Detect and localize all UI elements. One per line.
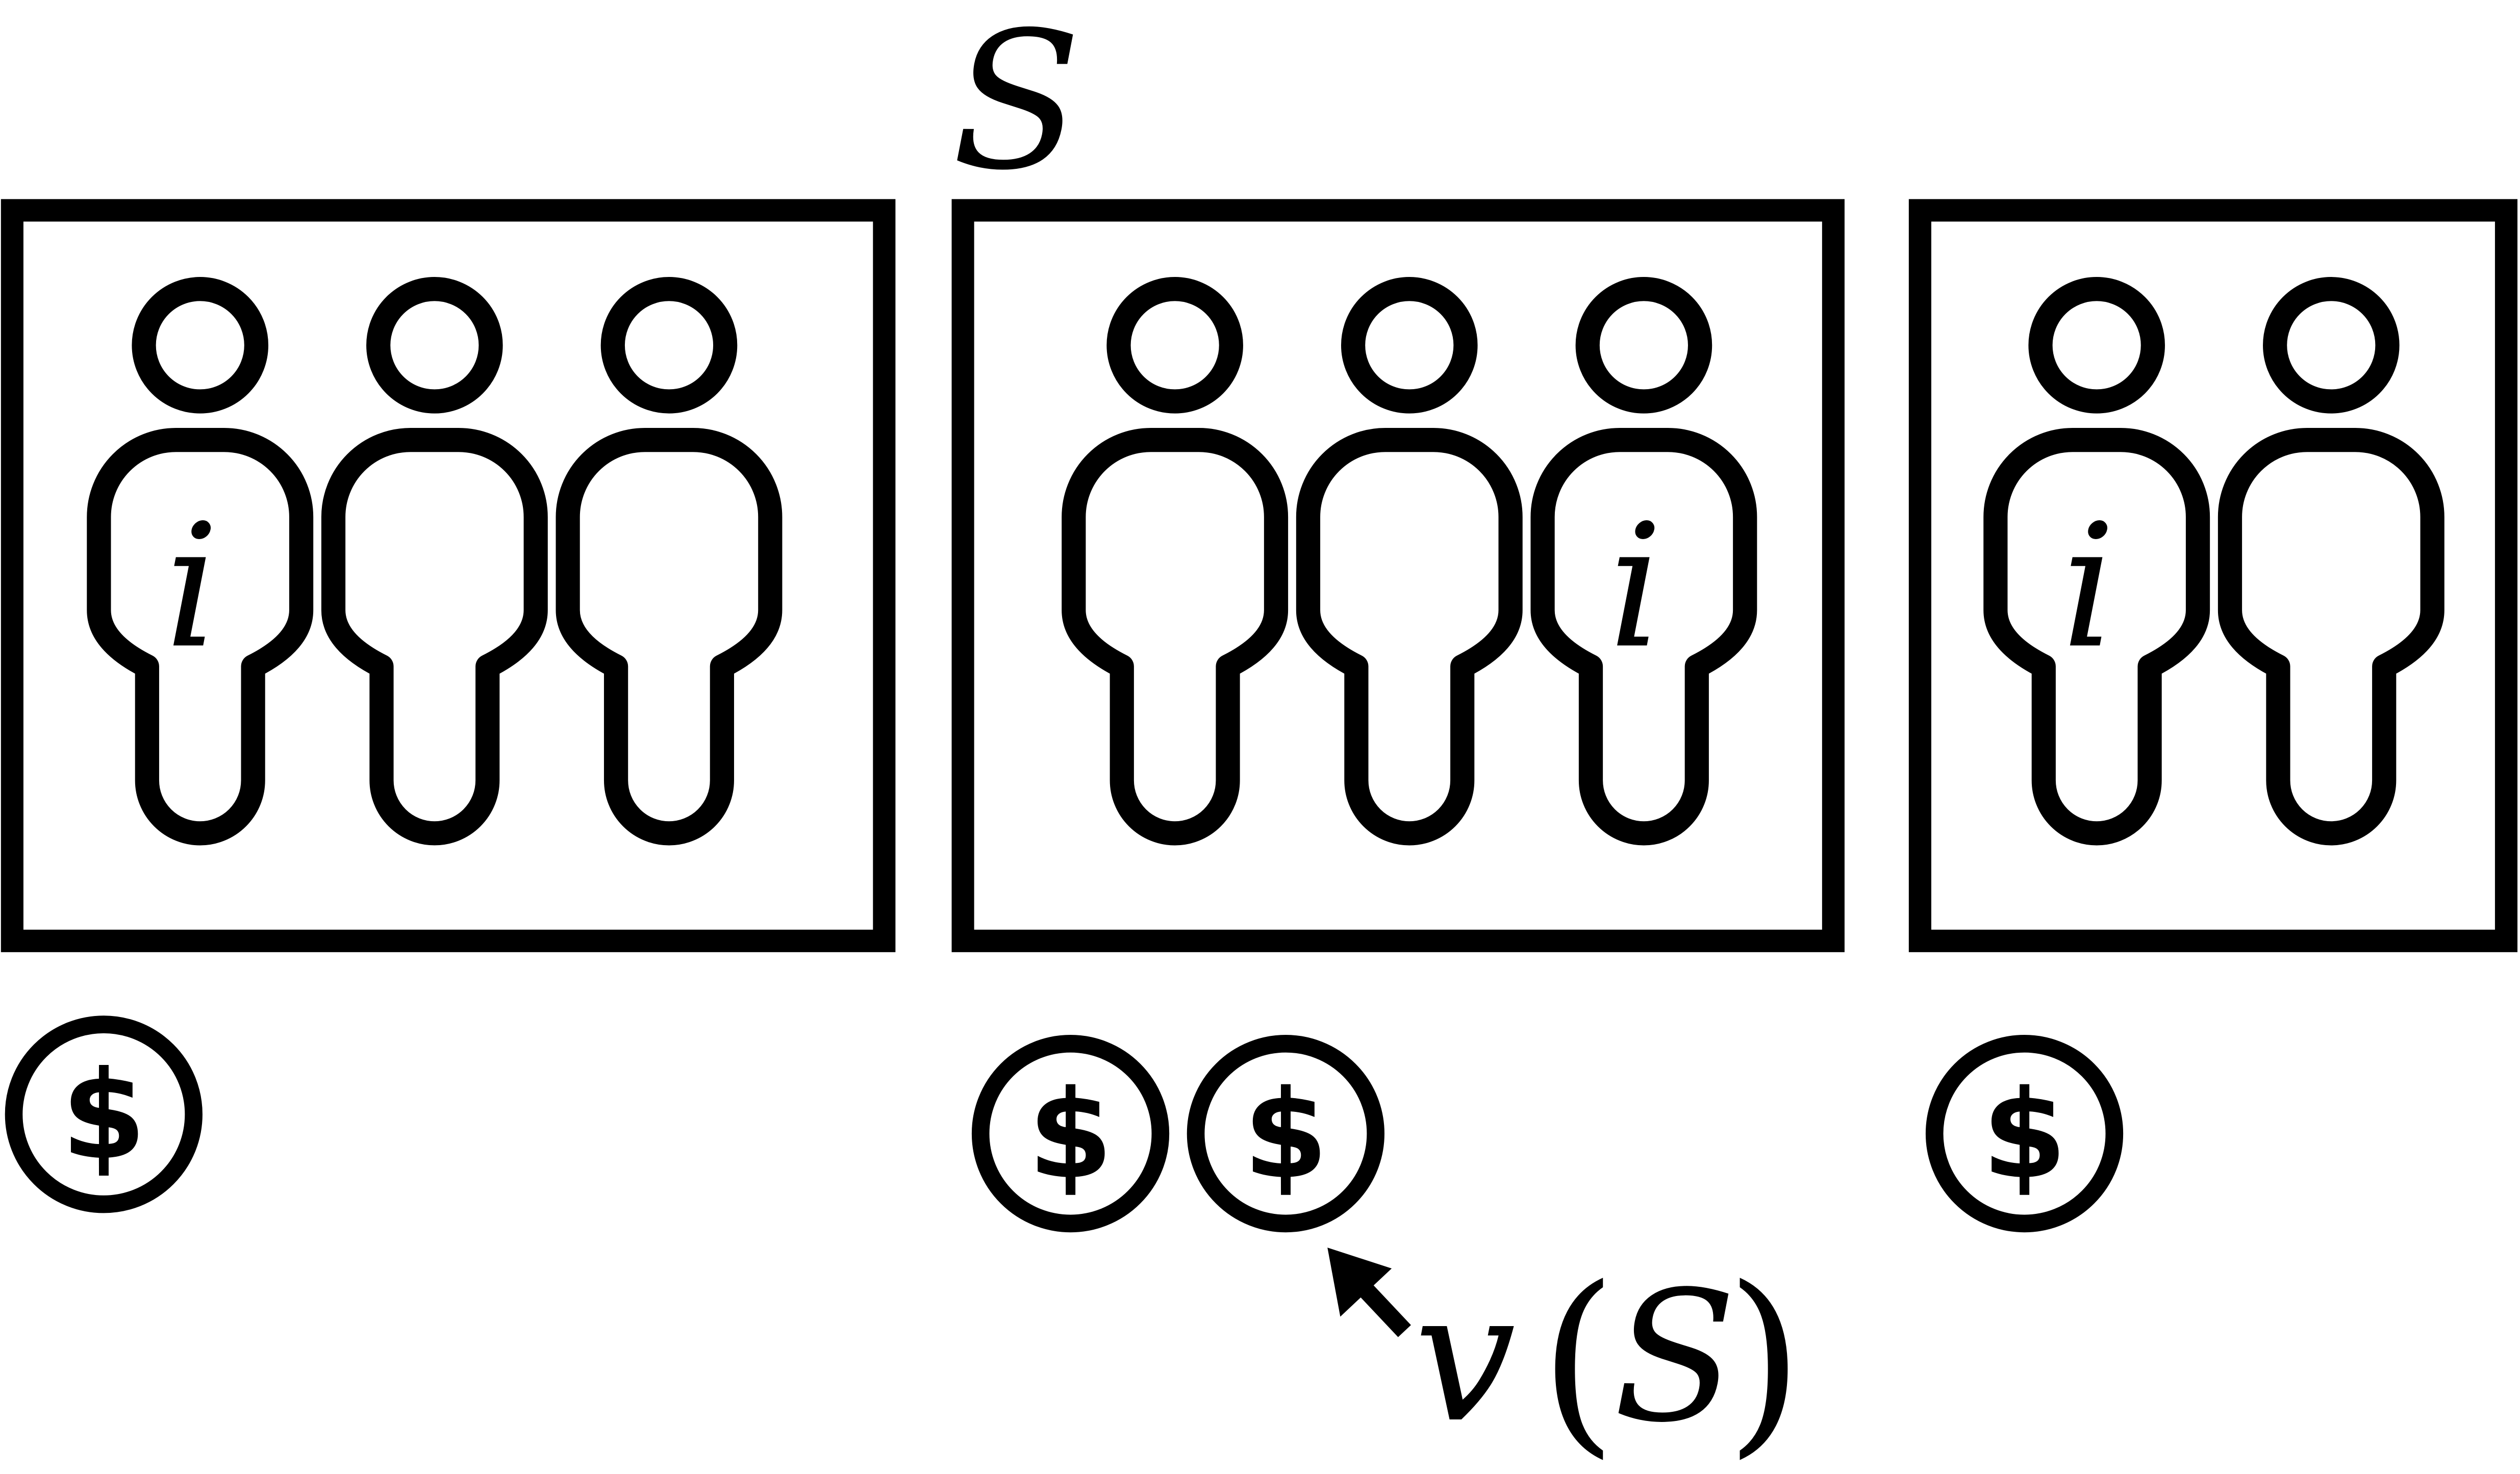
coalition-label: S (952, 0, 1082, 212)
value-open-paren: ( (1540, 1245, 1617, 1474)
person-marker-label: i (165, 488, 219, 686)
coin-symbol: $ (1028, 1064, 1113, 1206)
person-icon: i (87, 277, 314, 846)
person-icon: i (1983, 277, 2210, 846)
value-close-paren: ) (1726, 1245, 1803, 1474)
person-marker-label: i (1608, 488, 1663, 686)
value-arg: S (1614, 1253, 1737, 1462)
coin-symbol: $ (1243, 1064, 1328, 1206)
person-icon (2217, 277, 2445, 846)
coin-symbol: $ (61, 1045, 146, 1187)
coin-icon: $ (5, 1015, 203, 1213)
coin-icon: $ (971, 1034, 1170, 1233)
person-icon: i (1530, 277, 1757, 846)
person-icon (556, 277, 783, 846)
coin-icon: $ (1925, 1034, 2124, 1233)
person-icon (1296, 277, 1523, 846)
coin-icon: $ (1187, 1034, 1384, 1233)
group-box-2 (951, 199, 1845, 952)
person-icon (321, 277, 548, 846)
value-func: v (1414, 1253, 1516, 1462)
group-box-3 (1908, 199, 2518, 952)
group-boxes (1, 199, 2518, 952)
coins-layer: $ $ $ $ (5, 1015, 2124, 1233)
group-box-1 (1, 199, 896, 952)
value-label: v ( S ) (1414, 1245, 1803, 1474)
person-marker-label: i (2061, 488, 2116, 686)
arrow-icon (1327, 1248, 1411, 1337)
coin-symbol: $ (1982, 1064, 2067, 1206)
person-icon (1062, 277, 1289, 846)
